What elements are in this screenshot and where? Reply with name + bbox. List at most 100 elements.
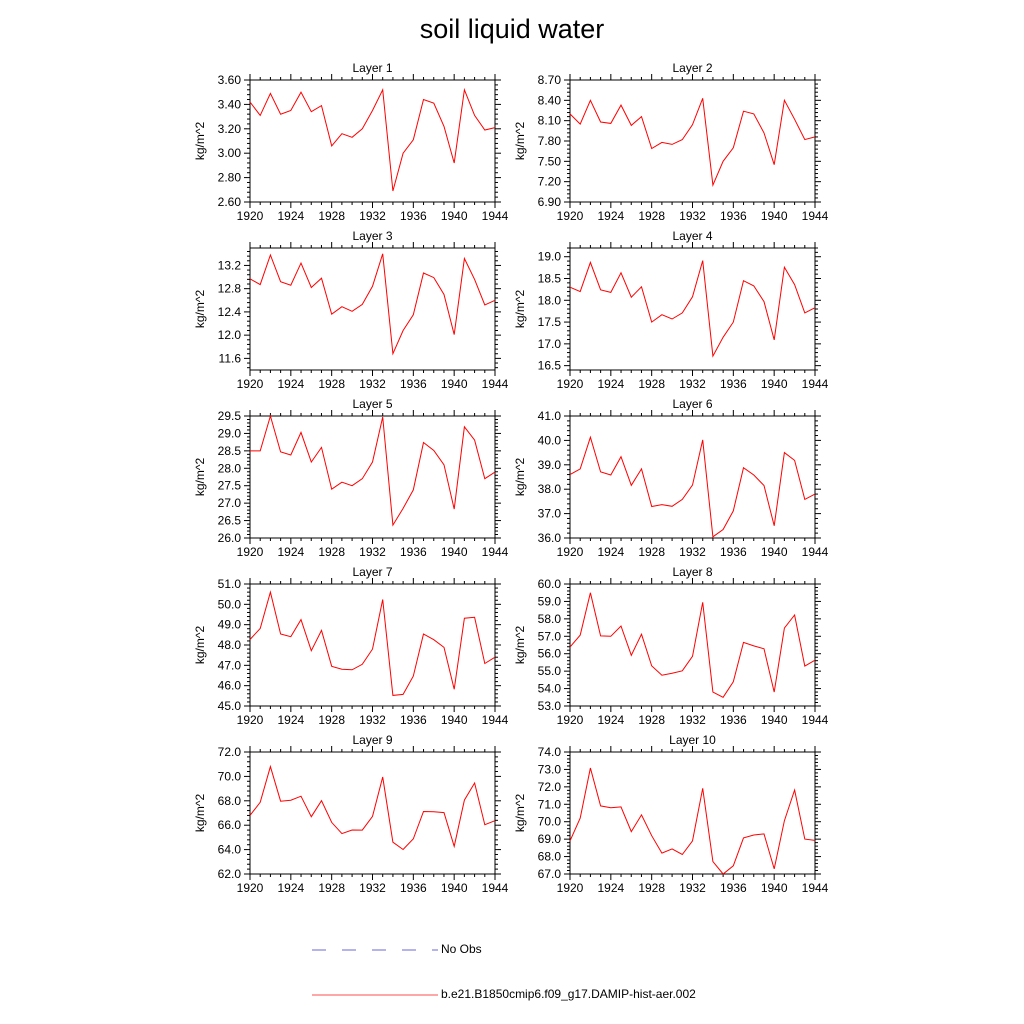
x-tick-label: 1920 — [237, 209, 264, 223]
y-tick-label: 45.0 — [218, 699, 242, 713]
x-tick-label: 1932 — [679, 713, 706, 727]
x-tick-label: 1936 — [400, 713, 427, 727]
y-tick-label: 74.0 — [538, 745, 562, 759]
x-tick-label: 1944 — [482, 881, 509, 895]
x-tick-label: 1928 — [318, 881, 345, 895]
y-tick-label: 55.0 — [538, 664, 562, 678]
x-tick-label: 1936 — [400, 209, 427, 223]
y-tick-label: 47.0 — [218, 658, 242, 672]
y-tick-label: 11.6 — [219, 351, 242, 365]
panel-3: Layer 3 kg/m^2 1920 1924 1928 1932 1936 1940 194… — [193, 229, 509, 391]
x-tick-label: 1940 — [441, 881, 468, 895]
y-tick-label: 28.5 — [218, 444, 242, 458]
y-axis-label: kg/m^2 — [193, 290, 207, 329]
x-tick-label: 1932 — [359, 377, 386, 391]
x-tick-label: 1936 — [720, 377, 747, 391]
y-axis-label: kg/m^2 — [513, 794, 527, 833]
x-tick-label: 1944 — [482, 713, 509, 727]
plot-frame — [249, 247, 496, 371]
y-axis-label: kg/m^2 — [513, 626, 527, 665]
x-tick-label: 1936 — [720, 881, 747, 895]
y-tick-label: 7.80 — [538, 134, 562, 148]
x-tick-label: 1932 — [679, 209, 706, 223]
x-tick-label: 1920 — [237, 377, 264, 391]
y-tick-label: 39.0 — [538, 458, 562, 472]
x-tick-label: 1920 — [557, 209, 584, 223]
plot-frame — [249, 583, 496, 707]
panel-5: Layer 5 kg/m^2 1920 1924 1928 1932 1936 1940 194… — [193, 397, 509, 559]
x-tick-label: 1936 — [720, 713, 747, 727]
page-title: soil liquid water — [419, 14, 605, 44]
panel-title: Layer 10 — [669, 733, 716, 747]
y-axis-label: kg/m^2 — [193, 122, 207, 161]
y-tick-label: 3.60 — [218, 73, 242, 87]
y-tick-label: 51.0 — [218, 577, 242, 591]
y-tick-label: 17.5 — [538, 315, 562, 329]
x-tick-label: 1920 — [557, 881, 584, 895]
y-tick-label: 26.0 — [218, 531, 242, 545]
panel-title: Layer 9 — [352, 733, 392, 747]
panel-title: Layer 2 — [672, 61, 712, 75]
plot-frame — [569, 751, 816, 875]
y-tick-label: 73.0 — [538, 762, 562, 776]
series-line — [249, 764, 496, 851]
x-tick-label: 1944 — [482, 377, 509, 391]
x-tick-label: 1944 — [482, 209, 509, 223]
y-tick-label: 3.20 — [218, 122, 242, 136]
y-axis-label: kg/m^2 — [513, 458, 527, 497]
y-tick-label: 64.0 — [218, 843, 242, 857]
x-tick-label: 1940 — [441, 209, 468, 223]
y-tick-label: 70.0 — [538, 815, 562, 829]
x-tick-label: 1936 — [720, 545, 747, 559]
panel-2: Layer 2 kg/m^2 1920 1924 1928 1932 1936 1940 194… — [513, 61, 829, 223]
y-axis-label: kg/m^2 — [193, 794, 207, 833]
y-tick-label: 28.0 — [218, 461, 242, 475]
y-tick-label: 12.0 — [218, 328, 242, 342]
plot-frame — [249, 751, 496, 875]
y-tick-label: 60.0 — [538, 577, 562, 591]
x-tick-label: 1924 — [277, 545, 304, 559]
x-tick-label: 1940 — [761, 881, 788, 895]
x-tick-label: 1944 — [802, 209, 829, 223]
x-tick-label: 1940 — [761, 377, 788, 391]
panel-9: Layer 9 kg/m^2 1920 1924 1928 1932 1936 1940 194… — [193, 733, 509, 895]
panel-title: Layer 4 — [672, 229, 712, 243]
x-tick-label: 1928 — [318, 209, 345, 223]
plot-frame — [249, 79, 496, 203]
y-tick-label: 6.90 — [538, 195, 562, 209]
y-tick-label: 41.0 — [538, 409, 562, 423]
y-tick-label: 66.0 — [218, 818, 242, 832]
y-tick-label: 16.5 — [538, 359, 562, 373]
x-tick-label: 1928 — [638, 545, 665, 559]
y-tick-label: 12.8 — [218, 282, 242, 296]
x-tick-label: 1928 — [638, 209, 665, 223]
plot-frame — [569, 415, 816, 539]
y-tick-label: 29.5 — [218, 409, 242, 423]
y-tick-label: 67.0 — [538, 867, 562, 881]
y-tick-label: 2.80 — [218, 171, 242, 185]
series-line — [569, 260, 816, 358]
y-tick-label: 72.0 — [218, 745, 242, 759]
panel-title: Layer 6 — [672, 397, 712, 411]
y-tick-label: 7.50 — [538, 154, 562, 168]
x-tick-label: 1924 — [597, 209, 624, 223]
legend-label-model: b.e21.B1850cmip6.f09_g17.DAMIP-hist-aer.… — [441, 987, 696, 1001]
x-tick-label: 1928 — [638, 713, 665, 727]
panel-1: Layer 1 kg/m^2 1920 1924 1928 1932 1936 1940 194… — [193, 61, 509, 223]
x-tick-label: 1940 — [761, 209, 788, 223]
panel-title: Layer 7 — [352, 565, 392, 579]
y-tick-label: 13.2 — [218, 258, 242, 272]
series-line — [250, 414, 496, 527]
y-axis-label: kg/m^2 — [193, 458, 207, 497]
x-tick-label: 1920 — [557, 545, 584, 559]
y-tick-label: 8.10 — [538, 114, 562, 128]
legend-label-no-obs: No Obs — [441, 942, 482, 956]
x-tick-label: 1924 — [597, 881, 624, 895]
x-tick-label: 1940 — [441, 377, 468, 391]
series-line — [569, 592, 816, 698]
x-tick-label: 1944 — [802, 377, 829, 391]
legend — [312, 949, 438, 996]
x-tick-label: 1924 — [597, 545, 624, 559]
x-tick-label: 1928 — [638, 377, 665, 391]
